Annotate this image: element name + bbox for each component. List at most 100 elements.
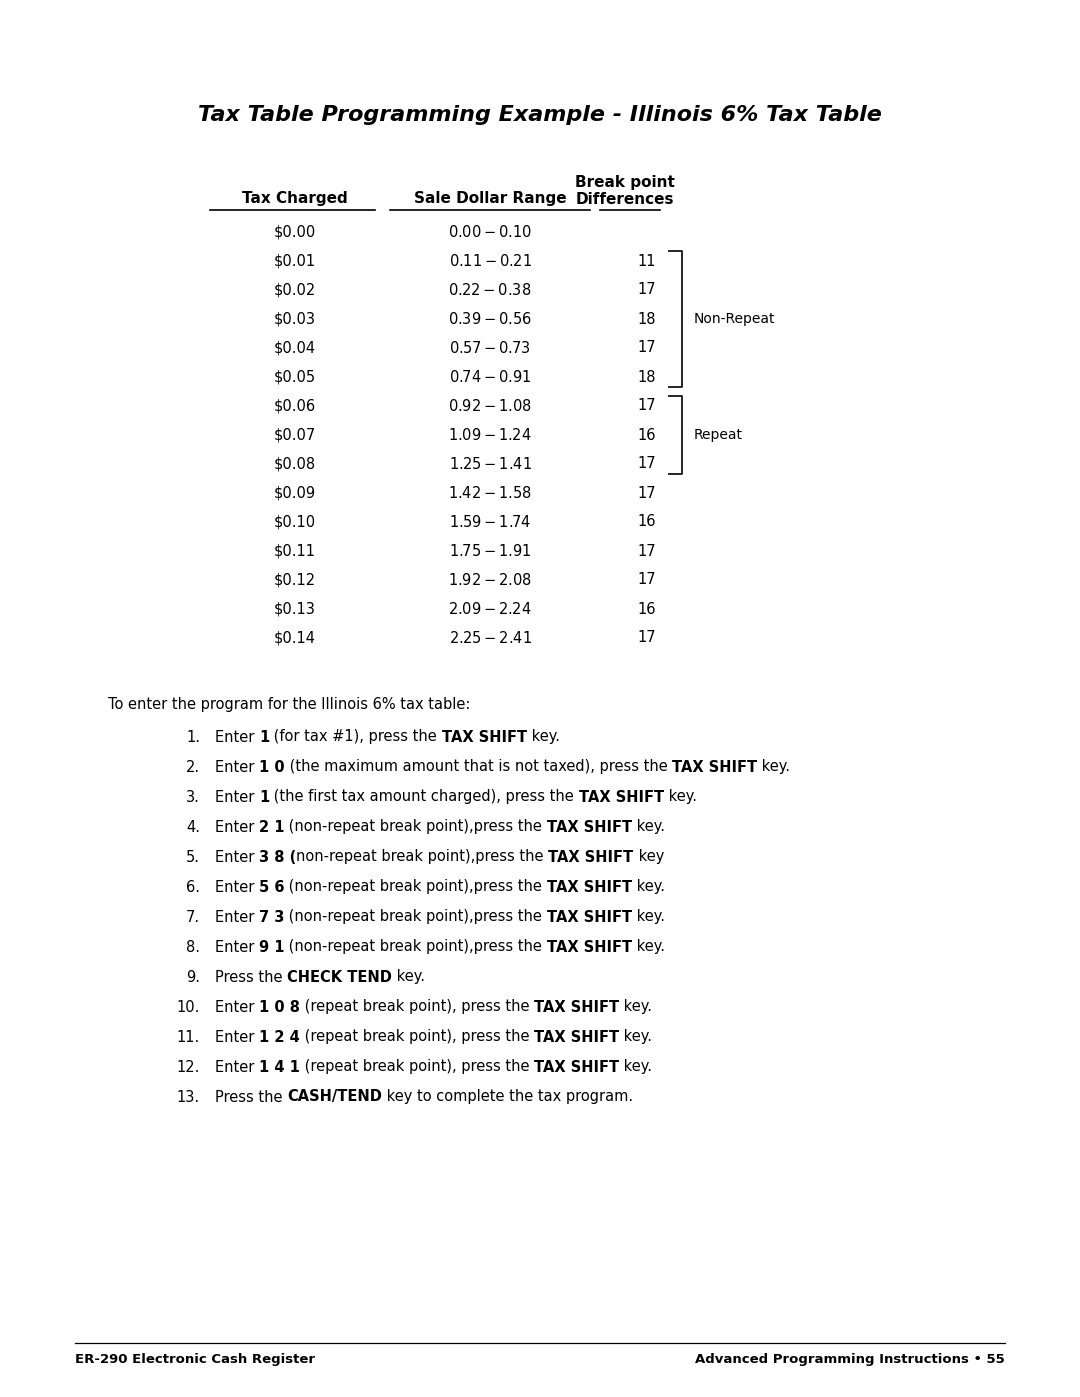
Text: (repeat break point), press the: (repeat break point), press the bbox=[300, 999, 535, 1014]
Text: $0.02: $0.02 bbox=[274, 282, 316, 298]
Text: key.: key. bbox=[619, 999, 652, 1014]
Text: TAX SHIFT: TAX SHIFT bbox=[546, 909, 632, 925]
Text: 7.: 7. bbox=[186, 909, 200, 925]
Text: 16: 16 bbox=[638, 514, 657, 529]
Text: Enter: Enter bbox=[215, 909, 259, 925]
Text: $0.09: $0.09 bbox=[274, 486, 316, 500]
Text: 5 6: 5 6 bbox=[259, 880, 284, 894]
Text: 3 8 (: 3 8 ( bbox=[259, 849, 296, 865]
Text: 11.: 11. bbox=[177, 1030, 200, 1045]
Text: $0.57 - $0.73: $0.57 - $0.73 bbox=[449, 339, 530, 356]
Text: $0.22 - $0.38: $0.22 - $0.38 bbox=[448, 282, 531, 298]
Text: TAX SHIFT: TAX SHIFT bbox=[546, 820, 632, 834]
Text: $0.01: $0.01 bbox=[274, 253, 316, 268]
Text: TAX SHIFT: TAX SHIFT bbox=[534, 1030, 619, 1045]
Text: (non-repeat break point),press the: (non-repeat break point),press the bbox=[284, 880, 546, 894]
Text: 13.: 13. bbox=[177, 1090, 200, 1105]
Text: TAX SHIFT: TAX SHIFT bbox=[579, 789, 664, 805]
Text: $0.07: $0.07 bbox=[274, 427, 316, 443]
Text: 17: 17 bbox=[637, 457, 657, 472]
Text: $0.00 - $0.10: $0.00 - $0.10 bbox=[448, 224, 532, 240]
Text: key.: key. bbox=[632, 820, 665, 834]
Text: key: key bbox=[634, 849, 664, 865]
Text: Differences: Differences bbox=[576, 193, 674, 208]
Text: $1.59 - $1.74: $1.59 - $1.74 bbox=[449, 514, 531, 529]
Text: 1 0 8: 1 0 8 bbox=[259, 999, 300, 1014]
Text: (non-repeat break point),press the: (non-repeat break point),press the bbox=[284, 820, 546, 834]
Text: CHECK TEND: CHECK TEND bbox=[287, 970, 392, 985]
Text: 8.: 8. bbox=[186, 940, 200, 954]
Text: $0.39 - $0.56: $0.39 - $0.56 bbox=[448, 312, 532, 327]
Text: 1: 1 bbox=[259, 729, 269, 745]
Text: $1.09 - $1.24: $1.09 - $1.24 bbox=[448, 427, 531, 443]
Text: 18: 18 bbox=[638, 312, 657, 327]
Text: Enter: Enter bbox=[215, 849, 259, 865]
Text: key.: key. bbox=[632, 940, 665, 954]
Text: 17: 17 bbox=[637, 573, 657, 588]
Text: Advanced Programming Instructions • 55: Advanced Programming Instructions • 55 bbox=[696, 1354, 1005, 1366]
Text: Enter: Enter bbox=[215, 940, 259, 954]
Text: 18: 18 bbox=[638, 369, 657, 384]
Text: (repeat break point), press the: (repeat break point), press the bbox=[300, 1030, 534, 1045]
Text: 17: 17 bbox=[637, 341, 657, 355]
Text: Repeat: Repeat bbox=[694, 427, 743, 441]
Text: TAX SHIFT: TAX SHIFT bbox=[535, 999, 619, 1014]
Text: Enter: Enter bbox=[215, 789, 259, 805]
Text: $1.75 - $1.91: $1.75 - $1.91 bbox=[448, 543, 531, 559]
Text: Press the: Press the bbox=[215, 1090, 287, 1105]
Text: $0.12: $0.12 bbox=[274, 573, 316, 588]
Text: key.: key. bbox=[619, 1030, 652, 1045]
Text: key.: key. bbox=[632, 880, 665, 894]
Text: key to complete the tax program.: key to complete the tax program. bbox=[382, 1090, 633, 1105]
Text: Break point: Break point bbox=[575, 176, 675, 190]
Text: Tax Table Programming Example - Illinois 6% Tax Table: Tax Table Programming Example - Illinois… bbox=[198, 105, 882, 124]
Text: $0.74 - $0.91: $0.74 - $0.91 bbox=[448, 369, 531, 386]
Text: $0.14: $0.14 bbox=[274, 630, 316, 645]
Text: (non-repeat break point),press the: (non-repeat break point),press the bbox=[284, 909, 546, 925]
Text: CASH/TEND: CASH/TEND bbox=[287, 1090, 382, 1105]
Text: 1: 1 bbox=[259, 789, 269, 805]
Text: $0.06: $0.06 bbox=[274, 398, 316, 414]
Text: 2.: 2. bbox=[186, 760, 200, 774]
Text: 17: 17 bbox=[637, 282, 657, 298]
Text: non-repeat break point),press the: non-repeat break point),press the bbox=[296, 849, 549, 865]
Text: 5.: 5. bbox=[186, 849, 200, 865]
Text: 12.: 12. bbox=[177, 1059, 200, 1074]
Text: 11: 11 bbox=[638, 253, 657, 268]
Text: Enter: Enter bbox=[215, 999, 259, 1014]
Text: 17: 17 bbox=[637, 486, 657, 500]
Text: key.: key. bbox=[619, 1059, 652, 1074]
Text: 9 1: 9 1 bbox=[259, 940, 284, 954]
Text: ER-290 Electronic Cash Register: ER-290 Electronic Cash Register bbox=[75, 1354, 315, 1366]
Text: To enter the program for the Illinois 6% tax table:: To enter the program for the Illinois 6%… bbox=[108, 697, 471, 712]
Text: TAX SHIFT: TAX SHIFT bbox=[546, 940, 632, 954]
Text: (the first tax amount charged), press the: (the first tax amount charged), press th… bbox=[269, 789, 579, 805]
Text: 16: 16 bbox=[638, 427, 657, 443]
Text: Enter: Enter bbox=[215, 729, 259, 745]
Text: $0.11: $0.11 bbox=[274, 543, 316, 559]
Text: 17: 17 bbox=[637, 398, 657, 414]
Text: TAX SHIFT: TAX SHIFT bbox=[534, 1059, 619, 1074]
Text: Enter: Enter bbox=[215, 1030, 259, 1045]
Text: Enter: Enter bbox=[215, 880, 259, 894]
Text: TAX SHIFT: TAX SHIFT bbox=[546, 880, 632, 894]
Text: TAX SHIFT: TAX SHIFT bbox=[672, 760, 757, 774]
Text: (the maximum amount that is not taxed), press the: (the maximum amount that is not taxed), … bbox=[285, 760, 672, 774]
Text: Enter: Enter bbox=[215, 820, 259, 834]
Text: (repeat break point), press the: (repeat break point), press the bbox=[300, 1059, 534, 1074]
Text: $1.25 - $1.41: $1.25 - $1.41 bbox=[448, 455, 531, 472]
Text: 1.: 1. bbox=[186, 729, 200, 745]
Text: Sale Dollar Range: Sale Dollar Range bbox=[414, 190, 566, 205]
Text: $0.08: $0.08 bbox=[274, 457, 316, 472]
Text: $0.10: $0.10 bbox=[274, 514, 316, 529]
Text: key.: key. bbox=[527, 729, 559, 745]
Text: $1.42 - $1.58: $1.42 - $1.58 bbox=[448, 485, 532, 502]
Text: 10.: 10. bbox=[177, 999, 200, 1014]
Text: 7 3: 7 3 bbox=[259, 909, 284, 925]
Text: 1 2 4: 1 2 4 bbox=[259, 1030, 300, 1045]
Text: TAX SHIFT: TAX SHIFT bbox=[442, 729, 527, 745]
Text: $2.25 - $2.41: $2.25 - $2.41 bbox=[448, 630, 531, 645]
Text: 16: 16 bbox=[638, 602, 657, 616]
Text: 2 1: 2 1 bbox=[259, 820, 284, 834]
Text: $0.00: $0.00 bbox=[274, 225, 316, 239]
